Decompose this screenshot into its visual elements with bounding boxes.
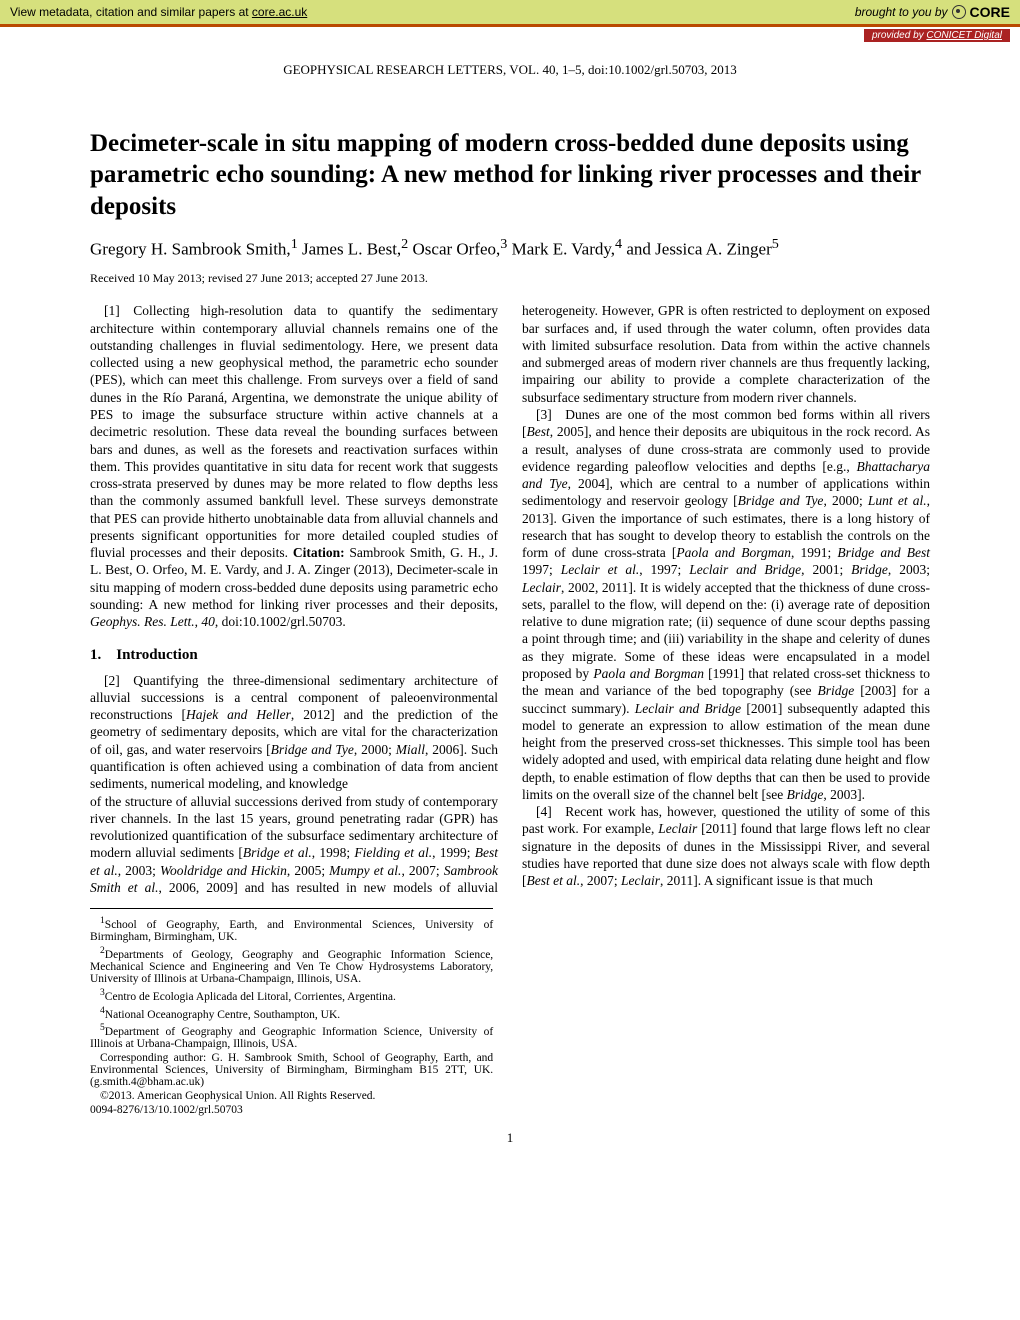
banner-right: brought to you by CORE bbox=[855, 4, 1010, 20]
paragraph-2: [2] Quantifying the three-dimensional se… bbox=[90, 672, 498, 793]
page-content: GEOPHYSICAL RESEARCH LETTERS, VOL. 40, 1… bbox=[0, 42, 1020, 1176]
journal-header: GEOPHYSICAL RESEARCH LETTERS, VOL. 40, 1… bbox=[90, 62, 930, 78]
provided-by-badge: provided by CONICET Digital bbox=[864, 29, 1010, 42]
provided-prefix: provided by bbox=[872, 30, 926, 41]
core-link[interactable]: core.ac.uk bbox=[252, 5, 307, 19]
author-list: Gregory H. Sambrook Smith,1 James L. Bes… bbox=[90, 236, 930, 260]
body-columns: [1] Collecting high-resolution data to q… bbox=[90, 302, 930, 896]
core-logo-icon bbox=[952, 5, 966, 19]
affiliation-1: 1School of Geography, Earth, and Environ… bbox=[90, 915, 493, 943]
page-number: 1 bbox=[90, 1130, 930, 1146]
copyright-line-1: ©2013. American Geophysical Union. All R… bbox=[90, 1090, 493, 1102]
section-1-heading: 1. Introduction bbox=[90, 646, 498, 665]
banner-left: View metadata, citation and similar pape… bbox=[10, 5, 307, 19]
affiliation-4: 4National Oceanography Centre, Southampt… bbox=[90, 1005, 493, 1021]
paragraph-3: [3] Dunes are one of the most common bed… bbox=[522, 406, 930, 803]
affiliation-3: 3Centro de Ecologia Aplicada del Litoral… bbox=[90, 987, 493, 1003]
abstract-paragraph: [1] Collecting high-resolution data to q… bbox=[90, 302, 498, 630]
copyright-line-2: 0094-8276/13/10.1002/grl.50703 bbox=[90, 1104, 493, 1116]
article-dates: Received 10 May 2013; revised 27 June 20… bbox=[90, 271, 930, 286]
banner-text: View metadata, citation and similar pape… bbox=[10, 5, 252, 19]
provided-link[interactable]: CONICET Digital bbox=[926, 30, 1002, 41]
article-title: Decimeter-scale in situ mapping of moder… bbox=[90, 128, 930, 222]
paragraph-4: [4] Recent work has, however, questioned… bbox=[522, 803, 930, 889]
affiliations-footnotes: 1School of Geography, Earth, and Environ… bbox=[90, 908, 493, 1116]
core-logo-text[interactable]: CORE bbox=[970, 4, 1010, 20]
affiliation-5: 5Department of Geography and Geographic … bbox=[90, 1022, 493, 1050]
corresponding-author: Corresponding author: G. H. Sambrook Smi… bbox=[90, 1052, 493, 1088]
affiliation-2: 2Departments of Geology, Geography and G… bbox=[90, 945, 493, 985]
core-banner: View metadata, citation and similar pape… bbox=[0, 0, 1020, 27]
brought-by-text: brought to you by bbox=[855, 5, 948, 19]
